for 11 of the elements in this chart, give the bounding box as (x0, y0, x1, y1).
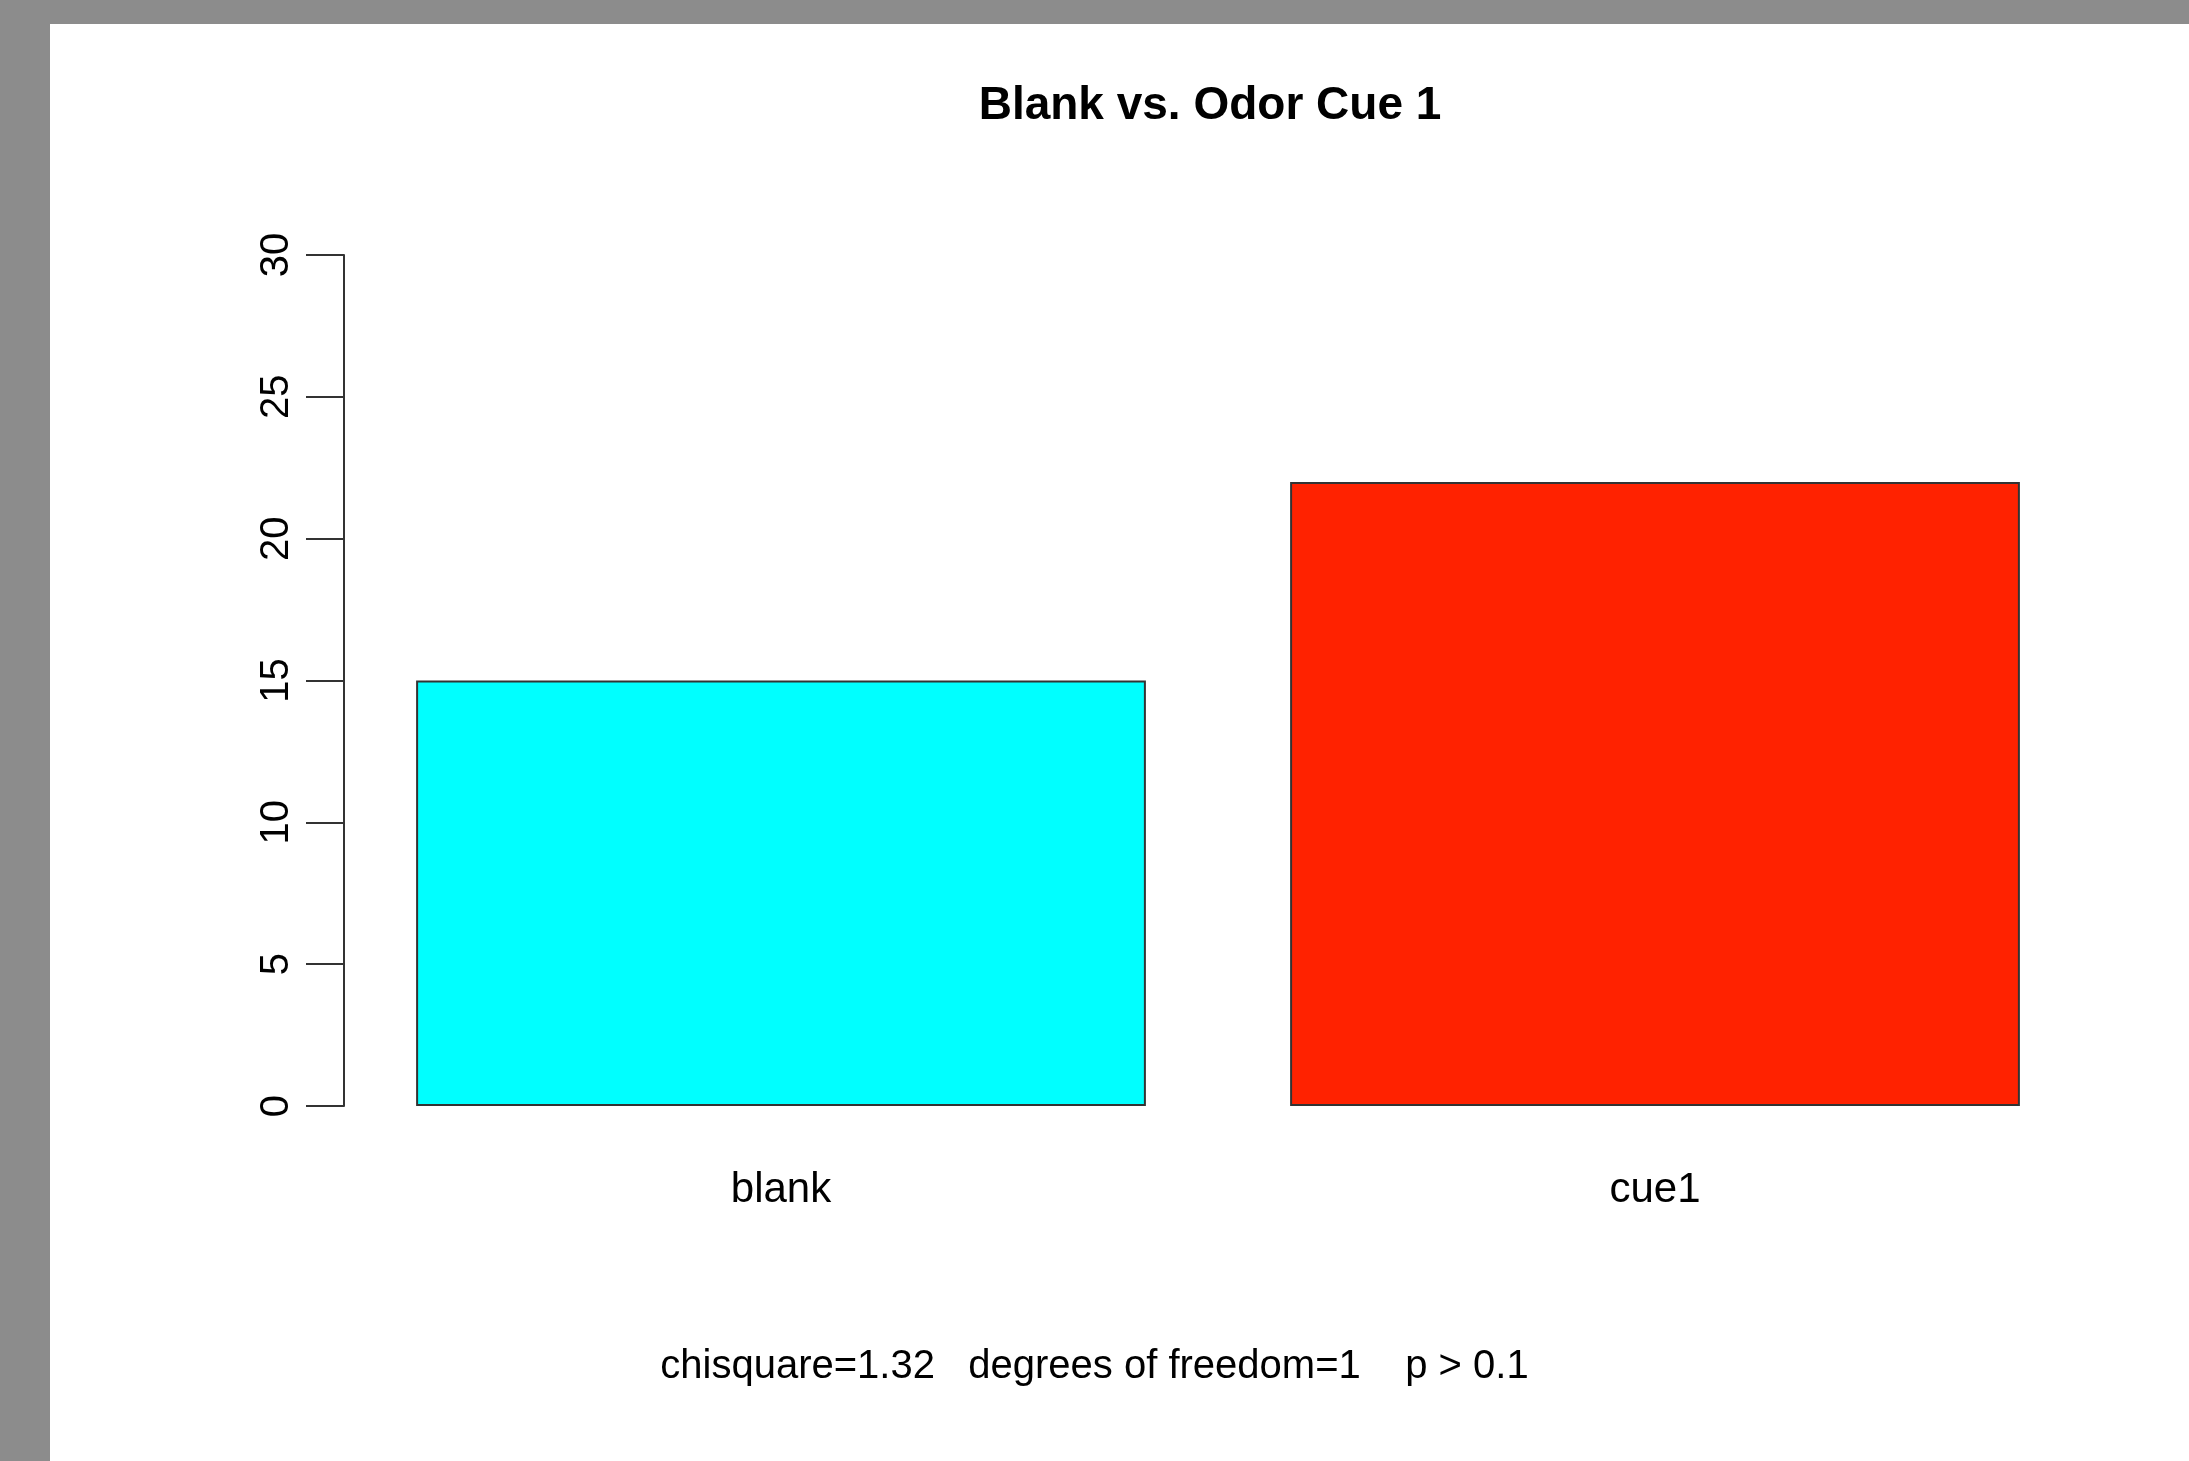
y-tick-label: 30 (252, 232, 296, 278)
x-tick-label: blank (730, 1163, 833, 1211)
y-tick-label: 10 (252, 800, 296, 845)
y-tick-label: 25 (252, 374, 296, 420)
x-tick-label: cue1 (1609, 1163, 1701, 1211)
chart-title: Blank vs. Odor Cue 1 (978, 77, 1442, 129)
y-tick-label: 15 (252, 658, 296, 703)
y-tick-label: 20 (252, 516, 296, 561)
y-tick-label: 0 (252, 1094, 296, 1118)
text: chisquare=1.32 degrees of freedom=1 p > 0.1 (659, 1342, 1530, 1387)
y-tick-label: 5 (252, 953, 296, 976)
